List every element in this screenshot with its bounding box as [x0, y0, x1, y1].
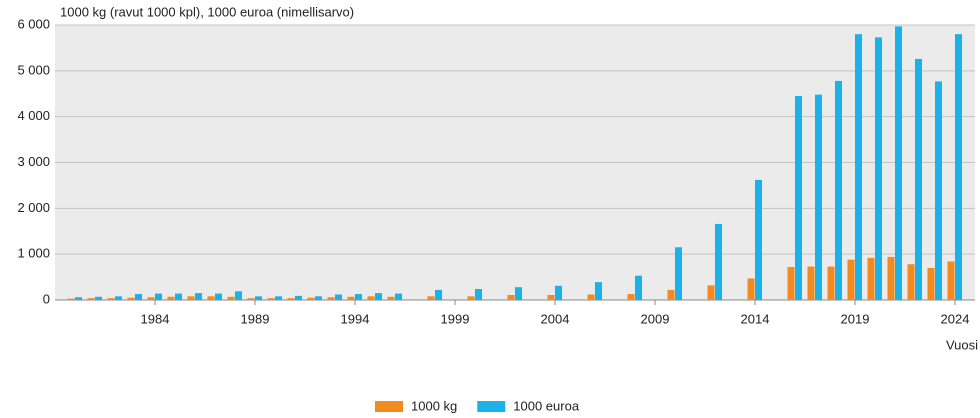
bar [75, 297, 82, 300]
legend-swatch [375, 401, 403, 412]
x-tick-label: 2024 [941, 311, 970, 326]
bar [107, 298, 115, 300]
bar [67, 298, 75, 300]
bar [275, 296, 282, 300]
x-tick-label: 2019 [841, 311, 870, 326]
bar [915, 58, 922, 300]
legend-label: 1000 kg [411, 398, 457, 413]
x-tick-label: 1984 [141, 311, 170, 326]
bar [167, 296, 175, 300]
x-axis-label: Vuosi [946, 337, 978, 352]
bar [367, 296, 375, 300]
bar [215, 293, 222, 300]
y-tick-label: 6 000 [17, 16, 50, 31]
y-tick-label: 4 000 [17, 108, 50, 123]
x-tick-label: 1999 [441, 311, 470, 326]
bar [207, 296, 215, 300]
bar [115, 296, 122, 300]
bar [795, 96, 802, 301]
bar [315, 296, 322, 300]
y-tick-label: 5 000 [17, 62, 50, 77]
bar [867, 257, 875, 300]
bar [307, 297, 315, 300]
bar [927, 267, 935, 300]
bar [127, 297, 135, 300]
bar [355, 294, 362, 300]
bar [667, 289, 675, 300]
bar [787, 267, 795, 300]
legend-label: 1000 euroa [513, 398, 580, 413]
bar [547, 294, 555, 300]
bar [135, 294, 142, 300]
bar [395, 293, 402, 300]
bar [515, 287, 522, 300]
x-tick-label: 1994 [341, 311, 370, 326]
bar [887, 256, 895, 300]
bar [755, 179, 762, 300]
bar [635, 275, 642, 300]
bar [375, 293, 382, 300]
bar [835, 80, 842, 301]
bar [715, 223, 722, 300]
bar [335, 294, 342, 300]
bar [427, 296, 435, 300]
bar [227, 296, 235, 300]
bar [747, 278, 755, 300]
bar [347, 296, 355, 300]
bar [955, 34, 962, 301]
x-tick-label: 2014 [741, 311, 770, 326]
bar [467, 296, 475, 300]
bar [247, 298, 255, 300]
y-tick-label: 1 000 [17, 246, 50, 261]
chart-title: 1000 kg (ravut 1000 kpl), 1000 euroa (ni… [60, 4, 354, 19]
bar [475, 289, 482, 300]
bar [387, 296, 395, 300]
bar [907, 264, 915, 300]
bar [195, 293, 202, 300]
y-tick-label: 3 000 [17, 154, 50, 169]
x-tick-label: 2004 [541, 311, 570, 326]
bar [187, 296, 195, 300]
bar [175, 293, 182, 300]
bar [587, 294, 595, 300]
bar [595, 282, 602, 300]
bar [675, 247, 682, 300]
bar [935, 81, 942, 300]
bar [627, 294, 635, 300]
bar [555, 285, 562, 300]
bar [155, 293, 162, 300]
bar [255, 296, 262, 300]
bar [327, 297, 335, 300]
bar [147, 297, 155, 300]
bar [847, 259, 855, 300]
bar [95, 296, 102, 300]
bar [287, 298, 295, 300]
bar [807, 266, 815, 300]
bar [267, 298, 275, 300]
y-tick-label: 0 [43, 291, 50, 306]
y-tick-label: 2 000 [17, 200, 50, 215]
bar [235, 291, 242, 300]
bar [875, 37, 882, 300]
bar [87, 298, 95, 300]
x-tick-label: 1989 [241, 311, 270, 326]
bar [707, 285, 715, 300]
bar [827, 266, 835, 300]
bar [815, 94, 822, 301]
bar [947, 261, 955, 300]
legend-swatch [477, 401, 506, 412]
bar [895, 26, 902, 300]
bar [855, 34, 862, 301]
x-tick-label: 2009 [641, 311, 670, 326]
bar [435, 289, 442, 300]
bar [507, 294, 515, 300]
bar [295, 295, 302, 300]
